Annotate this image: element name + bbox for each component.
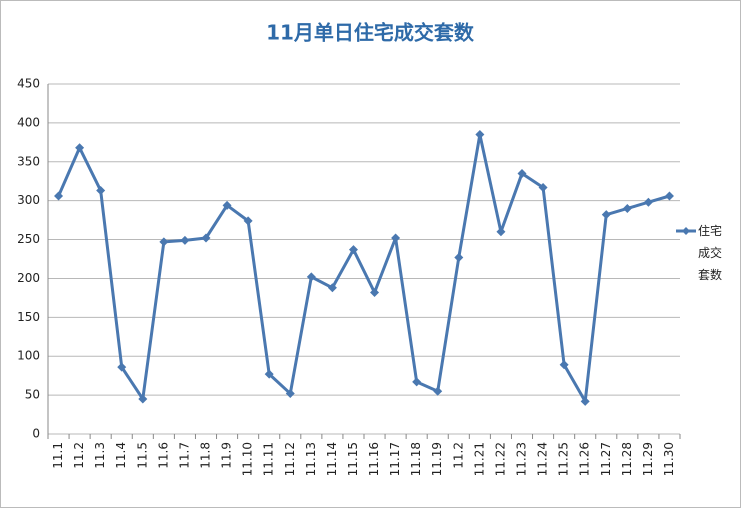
data-point	[96, 186, 106, 196]
data-point	[138, 394, 148, 404]
x-tick-label: 11.26	[578, 442, 592, 476]
data-point	[475, 130, 485, 140]
x-tick-label: 11.14	[325, 442, 339, 476]
x-tick-label: 11.9	[220, 442, 234, 469]
x-tick-label: 11.22	[493, 442, 507, 476]
x-tick-label: 11.30	[662, 442, 676, 476]
y-tick-label: 250	[17, 232, 40, 246]
series-line	[57, 133, 670, 403]
y-tick-label: 350	[17, 154, 40, 168]
data-point	[243, 216, 253, 226]
x-tick-label: 11.12	[283, 442, 297, 476]
legend-label: 住宅成交套数	[698, 224, 723, 282]
x-tick-label: 11.8	[199, 442, 213, 469]
data-point	[117, 362, 127, 372]
y-tick-label: 400	[17, 115, 40, 129]
x-tick-label: 11.27	[599, 442, 613, 476]
x-tick-label: 11.11	[262, 442, 276, 476]
x-tick-label: 11.17	[388, 442, 402, 476]
data-point	[601, 210, 611, 220]
x-tick-label: 11.19	[430, 442, 444, 476]
x-tick-label: 11.13	[304, 442, 318, 476]
y-tick-label: 0	[32, 427, 40, 441]
y-tick-label: 50	[25, 388, 40, 402]
x-tick-label: 11.16	[367, 442, 381, 476]
x-tick-label: 11.6	[156, 442, 170, 469]
data-point	[517, 168, 527, 178]
data-point	[264, 369, 274, 379]
y-tick-label: 200	[17, 271, 40, 285]
x-tick-label: 11.2	[451, 442, 465, 469]
data-point	[643, 197, 653, 207]
data-point	[327, 283, 337, 293]
data-point	[433, 386, 443, 396]
y-tick-label: 300	[17, 193, 40, 207]
x-tick-label: 11.4	[114, 442, 128, 469]
x-tick-label: 11.15	[346, 442, 360, 476]
x-tick-label: 11.21	[472, 442, 486, 476]
data-point	[54, 191, 64, 201]
data-point	[159, 237, 169, 247]
x-tick-label: 11.25	[557, 442, 571, 476]
data-point	[412, 377, 422, 387]
data-point	[391, 233, 401, 243]
x-tick-label: 11.1	[51, 442, 65, 469]
x-tick-label: 11.18	[409, 442, 423, 476]
data-point	[306, 272, 316, 282]
data-point	[201, 233, 211, 243]
x-tick-label: 11.10	[241, 442, 255, 476]
data-point	[559, 360, 569, 370]
data-point	[454, 252, 464, 262]
x-tick-label: 11.28	[620, 442, 634, 476]
chart-title: 11月单日住宅成交套数	[266, 21, 475, 45]
data-point	[370, 287, 380, 297]
data-point	[496, 227, 506, 237]
data-point	[222, 200, 232, 210]
x-tick-label: 11.3	[93, 442, 107, 469]
data-point	[348, 245, 358, 255]
x-tick-label: 11.2	[72, 442, 86, 469]
y-tick-label: 150	[17, 310, 40, 324]
x-tick-label: 11.29	[641, 442, 655, 476]
x-tick-label: 11.7	[177, 442, 191, 469]
x-tick-label: 11.5	[135, 442, 149, 469]
data-point	[622, 203, 632, 213]
data-point	[180, 235, 190, 245]
data-point	[664, 191, 674, 201]
data-point	[285, 389, 295, 399]
legend-marker	[682, 227, 690, 235]
y-tick-label: 100	[17, 349, 40, 363]
x-tick-label: 11.24	[536, 442, 550, 476]
data-point	[75, 143, 85, 153]
y-tick-label: 450	[17, 77, 40, 91]
data-point	[538, 182, 548, 192]
x-tick-label: 11.23	[515, 442, 529, 476]
data-point	[580, 396, 590, 406]
